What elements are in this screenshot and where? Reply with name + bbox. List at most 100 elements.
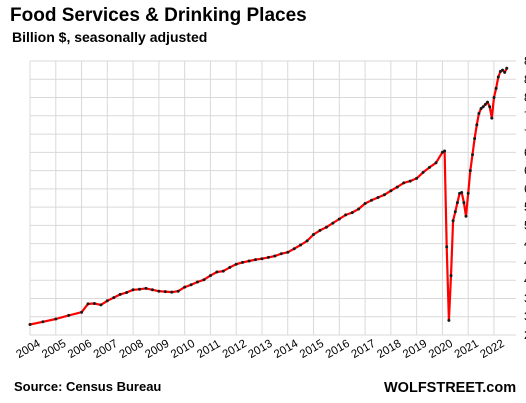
- y-tick-label: 44: [524, 255, 526, 269]
- data-point: [138, 287, 141, 291]
- data-point: [170, 290, 174, 294]
- data-point: [189, 283, 193, 287]
- data-point: [421, 170, 425, 174]
- series-food-services: [29, 67, 508, 326]
- data-point: [318, 228, 322, 232]
- data-point: [370, 198, 373, 202]
- data-point: [234, 262, 238, 266]
- data-point: [451, 219, 455, 223]
- data-point: [453, 210, 457, 214]
- x-tick-label: 2013: [246, 338, 274, 361]
- data-point: [428, 165, 431, 169]
- data-point: [505, 66, 509, 70]
- data-point: [490, 116, 494, 120]
- chart-subtitle: Billion $, seasonally adjusted: [12, 29, 207, 45]
- data-point: [125, 291, 129, 294]
- x-tick-label: 2012: [221, 338, 249, 361]
- data-point: [266, 255, 270, 259]
- data-point: [455, 201, 459, 205]
- data-point: [475, 123, 479, 127]
- data-point: [202, 278, 206, 282]
- data-point: [460, 191, 464, 194]
- y-tick-label: 40: [524, 273, 526, 287]
- data-point: [215, 270, 219, 274]
- data-point: [105, 299, 109, 303]
- y-tick-label: 52: [524, 218, 526, 232]
- data-point: [163, 290, 167, 294]
- x-tick-label: 2007: [92, 338, 120, 361]
- data-point: [481, 105, 485, 109]
- data-point: [99, 303, 103, 307]
- data-point: [468, 169, 472, 173]
- data-point: [466, 191, 470, 195]
- data-point: [144, 286, 148, 290]
- data-point: [176, 289, 180, 293]
- y-axis: 28 32 36 40 44 48 52 56 60 64 68 72 76 80 84 88: [524, 54, 526, 342]
- data-point: [131, 288, 135, 292]
- data-point: [28, 323, 32, 326]
- data-point: [324, 225, 328, 229]
- data-point: [254, 258, 257, 262]
- x-tick-label: 2004: [14, 338, 43, 361]
- data-point: [157, 289, 161, 293]
- data-point: [492, 96, 496, 99]
- data-point: [41, 320, 45, 324]
- data-point: [331, 221, 335, 225]
- data-point: [483, 102, 487, 106]
- y-tick-label: 76: [524, 109, 526, 123]
- y-tick-label: 36: [524, 291, 526, 305]
- data-point: [305, 239, 309, 243]
- data-point: [241, 260, 245, 264]
- data-point: [462, 201, 466, 205]
- data-point: [402, 181, 406, 185]
- data-point: [357, 207, 361, 211]
- y-tick-label: 28: [524, 328, 526, 342]
- data-point: [112, 296, 116, 300]
- data-point: [344, 213, 348, 217]
- data-points: [28, 66, 509, 326]
- data-point: [337, 217, 341, 221]
- y-tick-label: 64: [524, 164, 526, 178]
- series-line: [29, 67, 508, 326]
- y-tick-label: 88: [524, 54, 526, 68]
- y-tick-label: 72: [524, 127, 526, 141]
- data-point: [67, 313, 71, 317]
- data-point: [464, 214, 468, 218]
- y-tick-label: 60: [524, 182, 526, 196]
- data-point: [471, 153, 474, 157]
- data-point: [382, 193, 386, 197]
- data-point: [54, 317, 58, 321]
- data-point: [434, 161, 438, 165]
- data-point: [286, 250, 290, 254]
- data-point: [118, 292, 122, 296]
- data-point: [292, 247, 296, 251]
- data-point: [299, 243, 303, 247]
- data-point: [208, 274, 212, 278]
- data-point: [389, 189, 393, 193]
- data-point: [221, 269, 225, 273]
- data-point: [150, 288, 154, 292]
- data-point: [395, 185, 399, 189]
- data-point: [279, 252, 283, 256]
- y-tick-label: 56: [524, 200, 526, 214]
- data-point: [247, 259, 251, 263]
- x-tick-label: 2014: [272, 338, 301, 361]
- data-point: [273, 254, 277, 258]
- y-tick-label: 32: [524, 310, 526, 324]
- data-point: [260, 257, 264, 261]
- data-point: [228, 265, 232, 269]
- x-tick-label: 2020: [427, 338, 455, 361]
- y-tick-label: 48: [524, 237, 526, 251]
- data-point: [496, 75, 500, 79]
- data-point: [503, 70, 507, 74]
- x-tick-label: 2019: [401, 338, 429, 361]
- brand-watermark: WOLFSTREET.com: [384, 380, 516, 396]
- data-point: [494, 86, 498, 90]
- data-point: [488, 105, 492, 109]
- source-note: Source: Census Bureau: [14, 379, 161, 394]
- y-tick-label: 80: [524, 91, 526, 105]
- x-tick-label: 2006: [66, 338, 94, 361]
- data-point: [92, 302, 96, 305]
- data-point: [479, 107, 483, 110]
